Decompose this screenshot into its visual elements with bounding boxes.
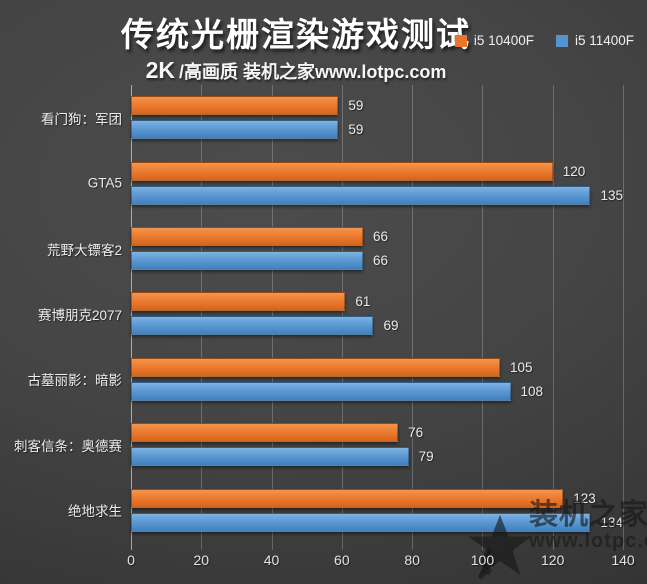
- category-label: GTA5: [87, 175, 122, 191]
- gridline: [412, 85, 414, 550]
- bar-group: 120: [131, 161, 623, 181]
- gridline: [552, 85, 554, 550]
- bar-group: 59: [131, 96, 623, 116]
- value-label: 120: [562, 163, 586, 179]
- x-tick-label: 60: [334, 552, 350, 568]
- value-label: 59: [348, 98, 364, 114]
- value-label: 135: [600, 187, 623, 203]
- bar-group: 61: [131, 292, 623, 312]
- value-label: 79: [418, 449, 434, 465]
- bar-i5-11400f: [131, 447, 409, 467]
- legend-item-i5-10400f: i5 10400F: [454, 33, 534, 48]
- category-label: 古墓丽影：暗影: [27, 373, 123, 389]
- legend-swatch-blue-icon: [555, 34, 568, 47]
- category-label: 看门狗：军团: [41, 111, 122, 127]
- legend-item-i5-11400f: i5 11400F: [555, 33, 634, 48]
- chart-header: 传统光栅渲染游戏测试 2K/高画质 装机之家www.lotpc.com: [0, 8, 592, 84]
- bar-i5-10400f: [131, 357, 500, 377]
- value-label: 66: [372, 229, 388, 245]
- bar-i5-10400f: [131, 292, 346, 312]
- chart-subtitle: 2K/高画质 装机之家www.lotpc.com: [0, 57, 592, 84]
- bar-group: 134: [131, 512, 623, 532]
- category-label: 荒野大镖客2: [46, 242, 122, 258]
- value-label: 61: [355, 294, 371, 310]
- x-tick-label: 20: [193, 552, 210, 568]
- x-tick-label: 140: [611, 552, 635, 568]
- bar-group: 66: [131, 251, 623, 271]
- bar-group: 66: [131, 227, 623, 247]
- category-row: GTA5 120 135: [88, 150, 623, 215]
- legend-label: i5 10400F: [473, 33, 534, 48]
- bar-i5-11400f: [131, 251, 363, 271]
- value-label: 59: [348, 122, 364, 138]
- bar-i5-10400f: [131, 423, 399, 443]
- plot-rows: 看门狗：军团 59 59 GTA5 120 135 荒野大镖客2 66 66 赛博朋克2077 61…: [14, 85, 623, 543]
- bar-i5-10400f: [131, 161, 553, 181]
- category-row: 绝地求生 123 134: [68, 478, 623, 543]
- bar-group: 108: [131, 381, 623, 401]
- x-tick-label: 80: [404, 552, 420, 568]
- bar-group: 76: [131, 423, 623, 443]
- bar-i5-11400f: [131, 316, 374, 336]
- bar-group: 123: [131, 488, 623, 508]
- x-tick-label: 100: [470, 552, 495, 568]
- bar-i5-11400f: [131, 120, 339, 140]
- category-row: 赛博朋克2077 61 69: [38, 281, 623, 346]
- bar-group: 135: [131, 185, 623, 205]
- category-row: 刺客信条：奥德赛 76 79: [14, 412, 623, 477]
- legend-label: i5 11400F: [574, 33, 634, 48]
- x-tick-label: 120: [541, 552, 565, 568]
- plot-area: 看门狗：军团 59 59 GTA5 120 135 荒野大镖客2 66 66 赛博朋克2077 61…: [14, 85, 624, 550]
- category-label: 刺客信条：奥德赛: [14, 438, 122, 454]
- category-label: 绝地求生: [68, 504, 122, 520]
- value-label: 108: [520, 383, 544, 399]
- value-label: 105: [510, 359, 533, 375]
- value-label: 66: [372, 253, 388, 269]
- legend: i5 10400F i5 11400F: [454, 33, 634, 48]
- subtitle-detail: /高画质 装机之家www.lotpc.com: [179, 62, 447, 82]
- value-label: 69: [383, 318, 399, 334]
- gridline: [482, 85, 484, 550]
- subtitle-resolution: 2K: [145, 57, 176, 83]
- x-tick-label: 40: [263, 552, 280, 568]
- x-axis: 0 20 40 60 80 100 120 140: [127, 552, 635, 572]
- bar-i5-11400f: [131, 381, 511, 401]
- bar-i5-10400f: [131, 227, 363, 247]
- category-row: 古墓丽影：暗影 105 108: [28, 347, 623, 412]
- bar-group: 105: [131, 357, 623, 377]
- category-label: 赛博朋克2077: [37, 307, 122, 323]
- category-row: 荒野大镖客2 66 66: [47, 216, 623, 281]
- bar-group: 69: [131, 316, 623, 336]
- value-label: 76: [408, 425, 424, 441]
- bar-i5-10400f: [131, 96, 339, 116]
- legend-swatch-orange-icon: [454, 34, 467, 47]
- gridline: [623, 85, 624, 550]
- value-label: 134: [600, 514, 623, 530]
- bar-i5-11400f: [131, 185, 591, 205]
- bar-group: 59: [131, 120, 623, 140]
- bar-i5-10400f: [131, 488, 564, 508]
- bar-i5-11400f: [131, 512, 591, 532]
- value-label: 123: [573, 490, 596, 506]
- x-tick-label: 0: [127, 552, 135, 568]
- bar-group: 79: [131, 447, 623, 467]
- category-row: 看门狗：军团 59 59: [41, 85, 623, 150]
- page-title: 传统光栅渲染游戏测试: [121, 16, 471, 53]
